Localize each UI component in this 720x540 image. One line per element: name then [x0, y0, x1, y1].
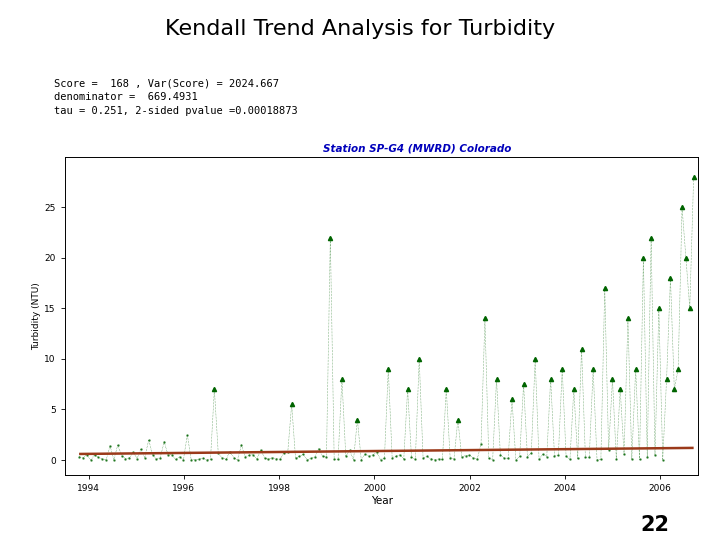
Text: Score =  168 , Var(Score) = 2024.667
denominator =  669.4931
tau = 0.251, 2-side: Score = 168 , Var(Score) = 2024.667 deno… [54, 78, 298, 116]
Text: 22: 22 [641, 515, 670, 535]
Text: Kendall Trend Analysis for Turbidity: Kendall Trend Analysis for Turbidity [165, 19, 555, 39]
Text: Station SP-G4 (MWRD) Colorado: Station SP-G4 (MWRD) Colorado [323, 144, 512, 154]
X-axis label: Year: Year [371, 496, 392, 506]
Y-axis label: Turbidity (NTU): Turbidity (NTU) [32, 282, 42, 350]
